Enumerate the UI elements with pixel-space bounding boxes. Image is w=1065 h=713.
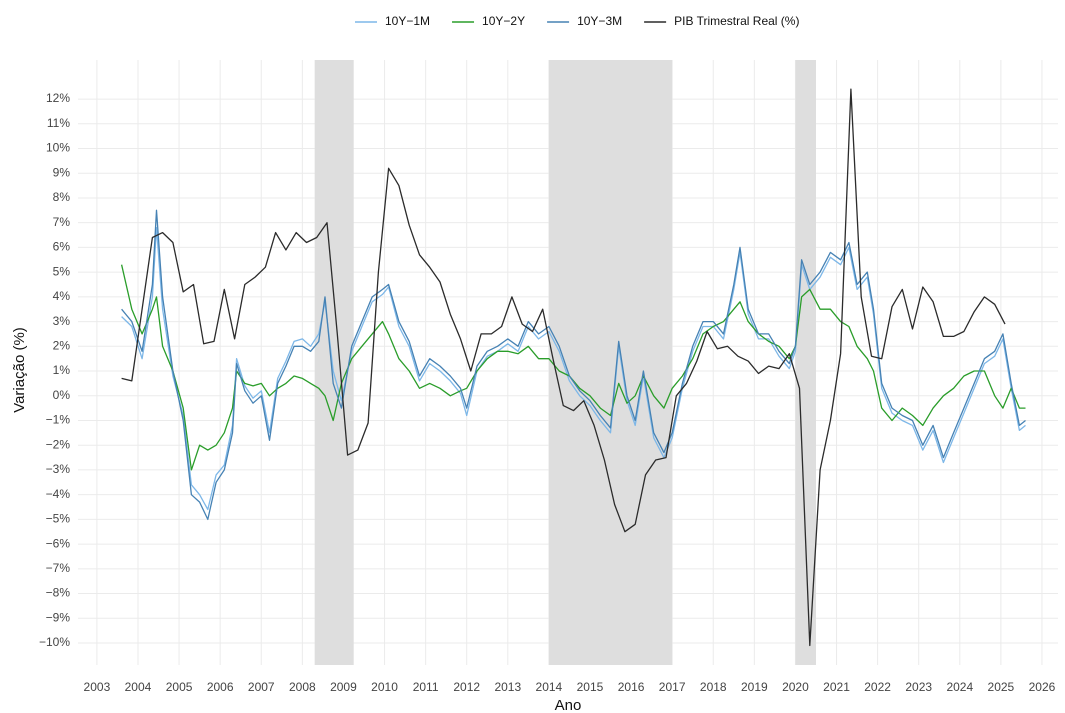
x-tick-label: 2018 bbox=[700, 680, 727, 694]
x-tick-label: 2023 bbox=[905, 680, 932, 694]
x-tick-label: 2020 bbox=[782, 680, 809, 694]
y-tick-label: −8% bbox=[46, 586, 71, 600]
y-tick-label: 3% bbox=[53, 314, 71, 328]
x-tick-label: 2010 bbox=[371, 680, 398, 694]
x-tick-label: 2011 bbox=[413, 680, 439, 694]
y-tick-label: 9% bbox=[53, 165, 71, 179]
x-tick-label: 2024 bbox=[946, 680, 973, 694]
x-tick-label: 2003 bbox=[84, 680, 111, 694]
y-tick-label: 11% bbox=[47, 116, 70, 130]
y-tick-label: −3% bbox=[46, 462, 71, 476]
y-tick-label: 0% bbox=[53, 388, 71, 402]
y-tick-label: −5% bbox=[46, 512, 71, 526]
x-tick-label: 2014 bbox=[536, 680, 563, 694]
x-axis-title: Ano bbox=[555, 697, 582, 713]
x-tick-label: 2025 bbox=[988, 680, 1015, 694]
y-tick-label: 2% bbox=[53, 338, 71, 352]
y-tick-label: −4% bbox=[46, 487, 71, 501]
x-tick-label: 2005 bbox=[166, 680, 193, 694]
y-tick-label: −10% bbox=[39, 635, 70, 649]
x-tick-label: 2017 bbox=[659, 680, 686, 694]
y-tick-label: −9% bbox=[46, 610, 71, 624]
y-tick-label: 12% bbox=[46, 91, 70, 105]
y-tick-label: 8% bbox=[53, 190, 71, 204]
x-tick-label: 2016 bbox=[618, 680, 645, 694]
x-tick-label: 2006 bbox=[207, 680, 234, 694]
y-tick-label: 4% bbox=[53, 289, 71, 303]
series-line bbox=[121, 88, 1006, 647]
recession-band bbox=[795, 60, 816, 665]
x-tick-label: 2013 bbox=[494, 680, 521, 694]
x-tick-label: 2004 bbox=[125, 680, 152, 694]
y-tick-label: 10% bbox=[46, 141, 70, 155]
x-tick-label: 2012 bbox=[453, 680, 480, 694]
x-tick-label: 2009 bbox=[330, 680, 357, 694]
series-line bbox=[120, 264, 1026, 471]
y-tick-label: 7% bbox=[53, 215, 71, 229]
x-tick-label: 2026 bbox=[1029, 680, 1056, 694]
legend-label: 10Y−3M bbox=[577, 14, 622, 28]
y-tick-label: −2% bbox=[46, 437, 71, 451]
series-line bbox=[121, 226, 1026, 511]
y-tick-label: 5% bbox=[53, 264, 71, 278]
legend-label: 10Y−2Y bbox=[482, 14, 525, 28]
x-tick-label: 2019 bbox=[741, 680, 768, 694]
y-tick-label: −6% bbox=[46, 536, 71, 550]
x-tick-label: 2008 bbox=[289, 680, 316, 694]
x-tick-label: 2022 bbox=[864, 680, 891, 694]
recession-band bbox=[314, 60, 354, 665]
recession-band bbox=[548, 60, 673, 665]
y-tick-label: −1% bbox=[46, 413, 71, 427]
series-line bbox=[121, 209, 1026, 521]
x-tick-label: 2021 bbox=[823, 680, 850, 694]
y-axis-title: Variação (%) bbox=[11, 327, 28, 413]
y-tick-label: 1% bbox=[53, 363, 71, 377]
y-tick-label: −7% bbox=[46, 561, 71, 575]
x-tick-label: 2015 bbox=[577, 680, 604, 694]
legend: 10Y−1M 10Y−2Y 10Y−3M PIB Trimestral Real (%… bbox=[355, 14, 799, 28]
legend-label: PIB Trimestral Real (%) bbox=[674, 14, 799, 28]
x-tick-label: 2007 bbox=[248, 680, 275, 694]
legend-label: 10Y−1M bbox=[385, 14, 430, 28]
y-tick-label: 6% bbox=[53, 240, 71, 254]
